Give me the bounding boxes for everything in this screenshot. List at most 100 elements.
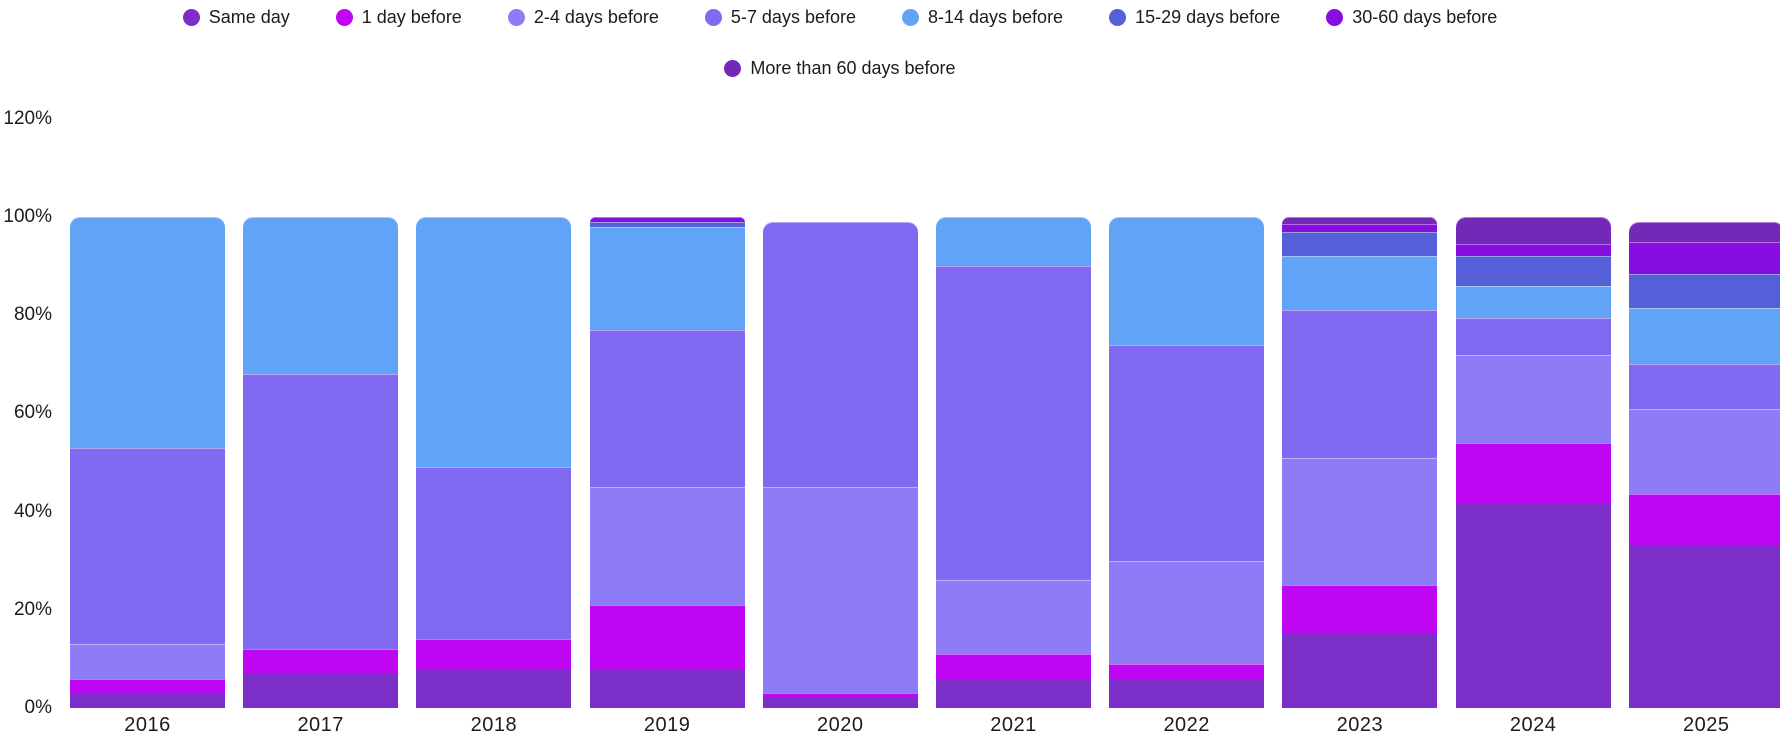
bar-segment[interactable] [1455, 217, 1611, 245]
bar-segment[interactable] [1282, 457, 1438, 586]
legend-swatch-icon [704, 9, 722, 26]
y-tick-label: 20% [13, 598, 52, 620]
bar-segment[interactable] [70, 693, 225, 708]
bar-segment[interactable] [243, 217, 399, 375]
bar-segment[interactable] [1455, 285, 1611, 318]
bar-segment[interactable] [1455, 317, 1611, 355]
x-axis-label: 2021 [990, 714, 1037, 736]
bar-segment[interactable] [936, 580, 1091, 654]
bar-segment[interactable] [1282, 231, 1438, 257]
legend-swatch-icon [724, 60, 742, 77]
bar-segment[interactable] [1628, 221, 1780, 242]
bar-segment[interactable] [936, 654, 1091, 679]
legend-item-label: 5-7 days before [730, 7, 856, 27]
legend-swatch-icon [182, 9, 200, 26]
bar-segment[interactable] [70, 644, 225, 679]
bar-segment[interactable] [762, 221, 918, 488]
bar-segment[interactable] [243, 649, 399, 674]
bar-segment[interactable] [70, 447, 225, 645]
bar-segment[interactable] [1109, 663, 1265, 679]
bar-group-2018 [416, 217, 572, 708]
bar-segment[interactable] [1109, 560, 1265, 664]
bar-segment[interactable] [243, 673, 399, 708]
bar-segment[interactable] [1282, 217, 1438, 225]
legend-item[interactable]: 1 day before [335, 7, 462, 28]
legend-item[interactable]: Same day [182, 7, 290, 28]
bar-segment[interactable] [762, 693, 918, 699]
bar-segment[interactable] [589, 329, 745, 488]
bar-segment[interactable] [416, 467, 572, 640]
legend-item-label: Same day [208, 7, 290, 27]
bar-segment[interactable] [1282, 224, 1438, 232]
legend-swatch-icon [901, 9, 919, 26]
legend-item[interactable]: 30-60 days before [1326, 7, 1497, 28]
bar-segment[interactable] [1628, 364, 1780, 409]
bar-group-2024 [1455, 217, 1611, 708]
bar-segment[interactable] [1282, 256, 1438, 311]
x-axis-label: 2018 [470, 714, 518, 736]
bar-segment[interactable] [1455, 442, 1611, 505]
legend-item[interactable]: 15-29 days before [1109, 7, 1280, 28]
bar-segment[interactable] [589, 221, 745, 227]
bar-segment[interactable] [936, 678, 1091, 708]
bar-segment[interactable] [589, 668, 745, 708]
bar-segment[interactable] [1109, 678, 1265, 708]
bar-group-2019 [589, 217, 745, 708]
legend-item[interactable]: 2-4 days before [507, 7, 659, 28]
legend-swatch-icon [1109, 9, 1127, 26]
bar-segment[interactable] [1628, 545, 1780, 708]
legend-swatch-icon [335, 9, 353, 26]
bar-segment[interactable] [416, 668, 572, 708]
bar-group-2023 [1282, 217, 1438, 708]
bar-segment[interactable] [1282, 310, 1438, 458]
bar-group-2020 [762, 221, 918, 708]
y-tick-label: 0% [24, 697, 52, 718]
legend-item-label: 2-4 days before [533, 7, 659, 27]
legend-item-label: More than 60 days before [750, 58, 956, 78]
bar-segment[interactable] [589, 604, 745, 669]
bar-segment[interactable] [1109, 344, 1265, 561]
legend-swatch-icon [1326, 9, 1344, 26]
legend-item[interactable]: 8-14 days before [901, 7, 1064, 28]
bar-segment[interactable] [1282, 634, 1438, 708]
x-axis-label: 2020 [817, 714, 864, 736]
bar-segment[interactable] [1628, 307, 1780, 365]
bar-segment[interactable] [1109, 217, 1265, 345]
bar-segment[interactable] [1455, 244, 1611, 257]
bar-segment[interactable] [243, 374, 399, 650]
bar-segment[interactable] [589, 487, 745, 605]
bar-segment[interactable] [416, 639, 572, 669]
y-tick-label: 100% [3, 206, 52, 227]
bar-segment[interactable] [1628, 494, 1780, 546]
bar-segment[interactable] [70, 678, 225, 694]
bar-segment[interactable] [762, 698, 918, 708]
bar-segment[interactable] [936, 217, 1091, 267]
x-axis-label: 2022 [1163, 714, 1210, 736]
y-tick-label: 60% [13, 402, 52, 424]
legend-item-label: 30-60 days before [1352, 7, 1498, 27]
bar-segment[interactable] [1455, 256, 1611, 286]
bar-segment[interactable] [589, 217, 745, 222]
y-tick-label: 40% [13, 500, 52, 522]
x-axis-label: 2024 [1509, 714, 1557, 736]
bar-segment[interactable] [1455, 504, 1611, 708]
bar-segment[interactable] [589, 226, 745, 330]
legend-item-label: 8-14 days before [927, 7, 1064, 27]
bar-segment[interactable] [416, 217, 572, 468]
bar-segment[interactable] [1282, 585, 1438, 635]
bar-segment[interactable] [936, 266, 1091, 581]
y-tick-label: 120% [3, 107, 52, 129]
bar-segment[interactable] [1455, 354, 1611, 443]
bar-segment[interactable] [1628, 408, 1780, 495]
legend-item[interactable]: More than 60 days before [724, 58, 956, 79]
legend-row-2: More than 60 days before [60, 58, 1620, 79]
bar-group-2021 [936, 217, 1091, 708]
bar-segment[interactable] [1628, 273, 1780, 308]
x-axis-label: 2025 [1683, 714, 1730, 736]
bar-group-2025 [1628, 221, 1780, 708]
bar-segment[interactable] [762, 487, 918, 694]
legend-item[interactable]: 5-7 days before [704, 7, 856, 28]
bar-segment[interactable] [1628, 241, 1780, 274]
bar-segment[interactable] [70, 217, 225, 448]
